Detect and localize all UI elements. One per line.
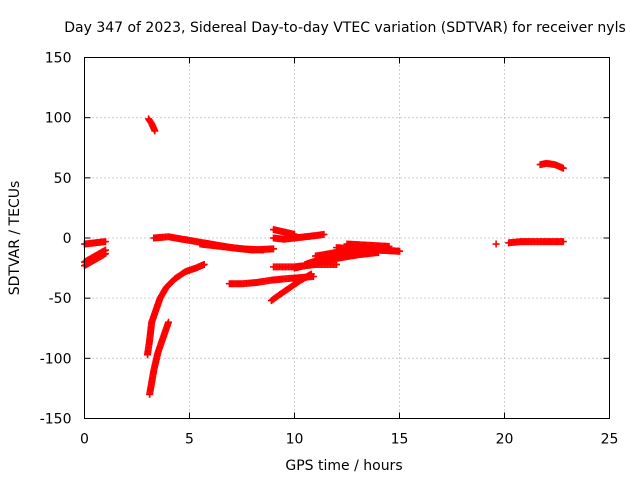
data-point xyxy=(385,242,393,250)
x-tick-label: 20 xyxy=(496,432,514,448)
data-point xyxy=(102,246,109,254)
y-tick-labels: -150 -100 -50 0 50 100 150 xyxy=(40,51,72,428)
chart-title: Day 347 of 2023, Sidereal Day-to-day VTE… xyxy=(64,20,626,36)
x-tick-label: 0 xyxy=(80,432,89,448)
data-point xyxy=(320,230,328,238)
data-point xyxy=(200,260,208,268)
data-point xyxy=(559,164,567,172)
x-tick-label: 15 xyxy=(391,432,409,448)
data-point xyxy=(102,238,109,246)
data-point xyxy=(333,260,340,268)
y-tick-label: 50 xyxy=(54,171,72,187)
x-axis-label: GPS time / hours xyxy=(285,458,402,474)
axis-ticks xyxy=(84,57,610,419)
x-tick-label: 25 xyxy=(601,432,619,448)
y-tick-label: 150 xyxy=(45,51,72,67)
data-point xyxy=(259,246,267,254)
data-point xyxy=(492,240,500,248)
y-tick-label: 100 xyxy=(45,111,72,127)
data-point xyxy=(307,270,315,278)
data-points xyxy=(81,115,567,398)
data-point xyxy=(270,245,277,253)
x-tick-label: 5 xyxy=(185,432,194,448)
y-tick-label: -100 xyxy=(40,351,72,367)
data-point xyxy=(165,318,172,326)
y-tick-label: -150 xyxy=(40,412,72,428)
y-tick-label: -50 xyxy=(49,291,72,307)
y-axis-label: SDTVAR / TECUs xyxy=(7,181,23,296)
data-point xyxy=(151,127,159,135)
data-point xyxy=(559,238,567,246)
x-tick-label: 10 xyxy=(286,432,304,448)
data-point xyxy=(396,247,403,255)
x-tick-labels: 0 5 10 15 20 25 xyxy=(80,432,618,448)
y-tick-label: 0 xyxy=(63,231,72,247)
